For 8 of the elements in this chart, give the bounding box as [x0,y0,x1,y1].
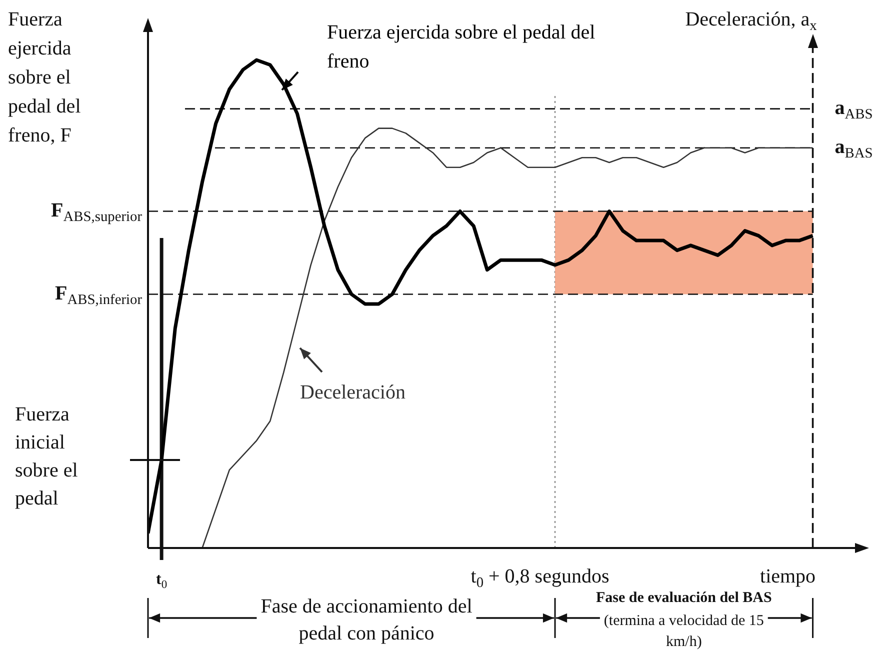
text: Fase de evaluación del BAS [596,590,772,606]
text: Fase de accionamiento del pedal con pánico [260,595,473,644]
text: (termina a velocidad de 15 km/h) [604,612,764,650]
y-axis-title: Fuerza ejercida sobre el pedal del freno, F [8,8,82,146]
text: Fuerza inicial sobre el pedal [15,403,78,510]
legend-label: Deceleración [300,381,406,404]
x-axis-title: tiempo [760,565,816,588]
text: Fuerza ejercida sobre el pedal del freno [327,21,596,72]
